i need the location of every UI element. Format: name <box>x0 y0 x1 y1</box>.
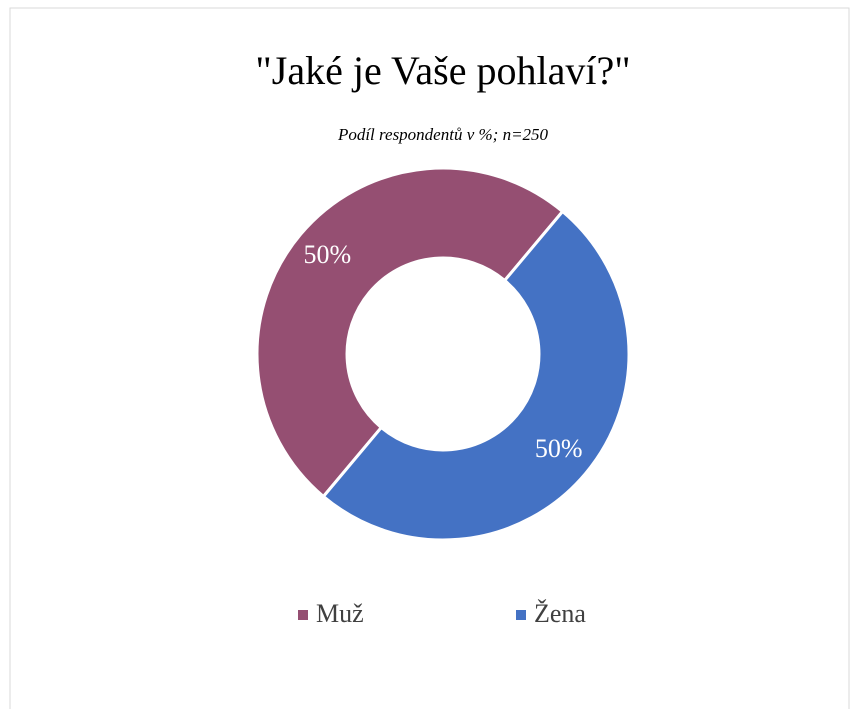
chart-subtitle: Podíl respondentů v %; n=250 <box>337 125 549 144</box>
data-label: 50% <box>303 240 351 269</box>
donut-slice <box>255 166 565 499</box>
data-label: 50% <box>535 434 583 463</box>
legend-label: Muž <box>316 599 364 628</box>
legend-marker <box>298 610 308 620</box>
chart-frame <box>9 7 850 709</box>
chart-title: "Jaké je Vaše pohlaví?" <box>255 48 630 93</box>
legend-label: Žena <box>534 599 586 628</box>
legend-marker <box>516 610 526 620</box>
donut-slice <box>321 209 631 542</box>
